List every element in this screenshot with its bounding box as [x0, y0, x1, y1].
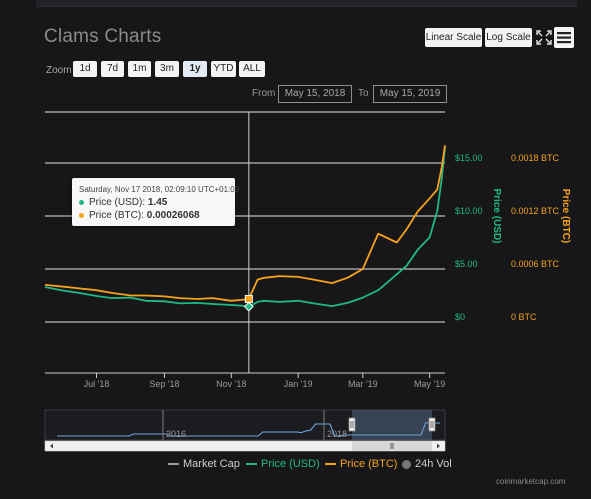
btc-axis-title: Price (BTC)	[560, 189, 571, 243]
x-tick-label: May '19	[414, 379, 445, 389]
btc-hover-marker	[244, 294, 253, 303]
navigator-selected-range	[352, 410, 432, 440]
legend-24h-vol-label: 24h Vol	[415, 458, 452, 470]
navigator-series-line	[57, 422, 440, 437]
navigator-handle	[428, 417, 436, 432]
btc-tick-label: 0.0018 BTC	[511, 153, 560, 163]
tooltip-btc-label: Price (BTC):	[89, 210, 144, 221]
market-cap-line-icon	[168, 463, 179, 466]
top-strip	[36, 0, 577, 7]
legend-market-cap[interactable]: Market Cap	[168, 458, 240, 474]
scroll-left-arrow-icon	[50, 443, 53, 449]
usd-tick-label: $10.00	[455, 206, 483, 216]
tooltip: Saturday, Nov 17 2018, 02:09:10 UTC+01:0…	[72, 178, 239, 226]
usd-series-line	[44, 147, 446, 308]
usd-tick-label: $0	[455, 312, 465, 322]
zoom-button-1d[interactable]: 1d	[73, 61, 97, 77]
btc-tick-label: 0.0006 BTC	[511, 259, 560, 269]
usd-tick-label: $15.00	[455, 153, 483, 163]
linear-scale-button[interactable]: Linear Scale	[425, 28, 482, 47]
log-scale-button[interactable]: Log Scale	[485, 28, 532, 47]
x-tick-label: Jan '19	[284, 379, 313, 389]
navigator-scrollbar-track	[44, 440, 446, 452]
volume-dot-icon	[402, 459, 411, 469]
navigator-tick-label: 2018	[327, 429, 347, 439]
legend-price-btc[interactable]: Price (BTC)	[325, 458, 397, 474]
usd-line-icon	[246, 463, 257, 466]
tooltip-usd-row: Price (USD): 1.45	[79, 197, 167, 208]
legend-price-usd[interactable]: Price (USD)	[246, 458, 320, 474]
credit: coinmarketcap.com	[496, 477, 566, 486]
navigator-tick-label: 2016	[166, 429, 186, 439]
scroll-right-arrow-icon	[437, 443, 440, 449]
tooltip-usd-label: Price (USD):	[89, 197, 146, 208]
zoom-button-7d[interactable]: 7d	[101, 61, 124, 77]
to-label: To	[358, 88, 369, 99]
tooltip-usd-value: 1.45	[147, 197, 168, 208]
x-tick-label: Jul '18	[84, 379, 110, 389]
zoom-label: Zoom	[46, 65, 72, 76]
tooltip-btc-row: Price (BTC): 0.00026068	[79, 210, 200, 221]
usd-dot-icon	[79, 199, 84, 205]
from-date-input[interactable]: May 15, 2018	[278, 85, 352, 103]
legend-24h-vol[interactable]: 24h Vol	[402, 458, 452, 474]
from-label: From	[252, 88, 276, 99]
x-tick-label: Mar '19	[348, 379, 378, 389]
tooltip-date: Saturday, Nov 17 2018, 02:09:10 UTC+01:0…	[79, 185, 240, 194]
zoom-button-1m[interactable]: 1m	[128, 61, 151, 77]
btc-series-line	[44, 145, 446, 302]
x-tick-label: Nov '18	[216, 379, 246, 389]
usd-hover-marker	[243, 301, 254, 312]
page-title: Clams Charts	[44, 26, 162, 47]
navigator-scrollbar-thumb	[352, 441, 432, 451]
x-tick-label: Sep '18	[149, 379, 179, 389]
btc-tick-label: 0.0012 BTC	[511, 206, 560, 216]
btc-line-icon	[325, 463, 336, 466]
hamburger-menu-icon[interactable]	[554, 27, 574, 48]
zoom-button-ytd[interactable]: YTD	[211, 61, 236, 77]
usd-axis-title: Price (USD)	[491, 188, 502, 243]
btc-tick-label: 0 BTC	[511, 312, 537, 322]
zoom-button-all[interactable]: ALL	[239, 61, 265, 77]
legend-price-usd-label: Price (USD)	[261, 458, 320, 470]
to-date-input[interactable]: May 15, 2019	[373, 85, 447, 103]
navigator-handle	[348, 417, 356, 432]
legend-price-btc-label: Price (BTC)	[340, 458, 398, 470]
usd-tick-label: $5.00	[455, 259, 478, 269]
legend-market-cap-label: Market Cap	[183, 458, 240, 470]
zoom-button-1y[interactable]: 1y	[183, 61, 207, 77]
zoom-button-3m[interactable]: 3m	[155, 61, 179, 77]
btc-dot-icon	[79, 212, 84, 218]
fullscreen-icon[interactable]	[534, 27, 554, 48]
tooltip-btc-value: 0.00026068	[146, 210, 200, 221]
